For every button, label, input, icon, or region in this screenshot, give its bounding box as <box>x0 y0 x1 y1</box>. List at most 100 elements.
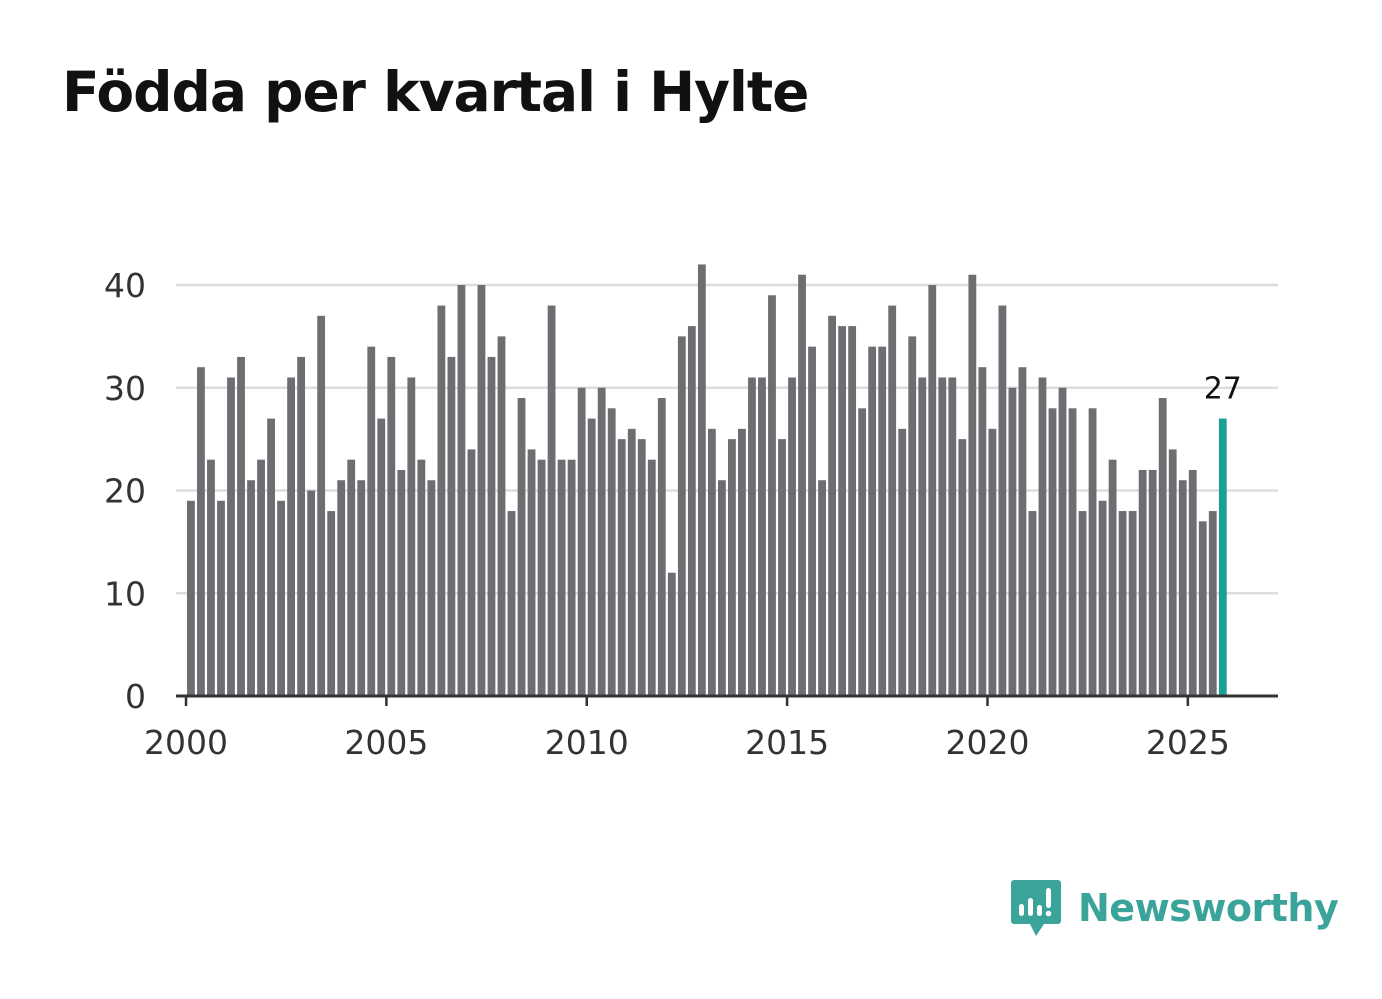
bar <box>297 356 306 696</box>
bar <box>487 356 496 696</box>
y-tick-label-0: 0 <box>125 677 146 716</box>
bar <box>1018 367 1027 696</box>
bar <box>748 377 756 696</box>
x-tick-label-2000: 2000 <box>144 723 228 762</box>
bar <box>728 439 736 696</box>
x-tick-label-2025: 2025 <box>1146 723 1230 762</box>
bar <box>417 459 426 696</box>
bar <box>397 469 406 696</box>
bar <box>838 326 847 696</box>
bar <box>1058 387 1067 696</box>
bar <box>537 459 546 696</box>
bar <box>848 326 857 696</box>
bar <box>247 480 255 696</box>
bar <box>467 449 476 696</box>
bar <box>627 428 636 696</box>
bar <box>1088 408 1097 696</box>
bar <box>197 367 205 696</box>
bar <box>778 439 786 696</box>
bar <box>687 326 696 696</box>
bar <box>1198 521 1207 696</box>
bar <box>1128 511 1137 696</box>
bar <box>547 305 556 696</box>
bar <box>697 264 706 696</box>
bar <box>667 572 676 696</box>
bar <box>387 356 396 696</box>
bar <box>1038 377 1047 696</box>
bar <box>567 459 576 696</box>
newsworthy-logo[interactable]: Newsworthy <box>1010 878 1339 938</box>
bar <box>1168 449 1177 696</box>
y-tick-label-40: 40 <box>104 266 146 305</box>
bar <box>1098 500 1107 696</box>
bar <box>377 418 386 696</box>
bar <box>808 346 816 696</box>
bar <box>217 500 225 696</box>
bar <box>607 408 616 696</box>
bar <box>717 480 726 696</box>
bar <box>788 377 796 696</box>
bar <box>868 346 877 696</box>
bar <box>948 377 957 696</box>
brand-name: Newsworthy <box>1078 886 1339 930</box>
chart-title: Födda per kvartal i Hylte <box>62 60 809 124</box>
x-axis: 2000 2005 2010 2015 2020 2025 <box>144 694 1278 762</box>
bar <box>798 274 806 696</box>
bar <box>878 346 887 696</box>
bar <box>267 418 275 696</box>
bar <box>758 377 766 696</box>
y-axis: 0 10 20 30 40 <box>104 266 146 716</box>
bar <box>738 428 746 696</box>
bar <box>237 356 245 696</box>
annotations: 27 <box>1204 372 1242 407</box>
x-tick-label-2010: 2010 <box>545 723 629 762</box>
bar <box>187 500 195 696</box>
bar <box>327 511 336 696</box>
y-tick-label-20: 20 <box>104 472 146 511</box>
bar <box>918 377 927 696</box>
bar <box>677 336 686 696</box>
bar <box>818 480 826 696</box>
bar <box>768 295 776 696</box>
bar <box>1158 398 1167 696</box>
bar <box>1078 511 1087 696</box>
bar <box>928 285 937 696</box>
bar <box>557 459 566 696</box>
bar <box>477 285 486 696</box>
bar <box>1108 459 1117 696</box>
x-tick-label-2005: 2005 <box>344 723 428 762</box>
x-tick-label-2020: 2020 <box>945 723 1029 762</box>
bar <box>1048 408 1057 696</box>
newsworthy-logo-icon <box>1011 880 1061 936</box>
bar <box>888 305 897 696</box>
y-tick-label-30: 30 <box>104 369 146 408</box>
bar <box>507 511 516 696</box>
bar <box>637 439 646 696</box>
bar <box>227 377 235 696</box>
bar <box>457 285 466 696</box>
bar <box>908 336 917 696</box>
bar <box>968 274 977 696</box>
bar <box>1208 511 1217 696</box>
bar <box>447 356 456 696</box>
bar <box>617 439 626 696</box>
bars <box>187 264 1227 696</box>
bar <box>998 305 1007 696</box>
bar <box>1148 469 1157 696</box>
bar <box>1178 480 1187 696</box>
bar <box>367 346 376 696</box>
bar <box>357 480 366 696</box>
bar <box>597 387 606 696</box>
bar <box>497 336 506 696</box>
bar <box>257 459 265 696</box>
bar <box>407 377 416 696</box>
bar <box>1188 469 1197 696</box>
bar <box>898 428 907 696</box>
bar <box>517 398 526 696</box>
bar <box>1118 511 1127 696</box>
bar <box>527 449 536 696</box>
latest-value-label: 27 <box>1204 372 1242 407</box>
bar <box>1138 469 1147 696</box>
bar <box>1068 408 1077 696</box>
